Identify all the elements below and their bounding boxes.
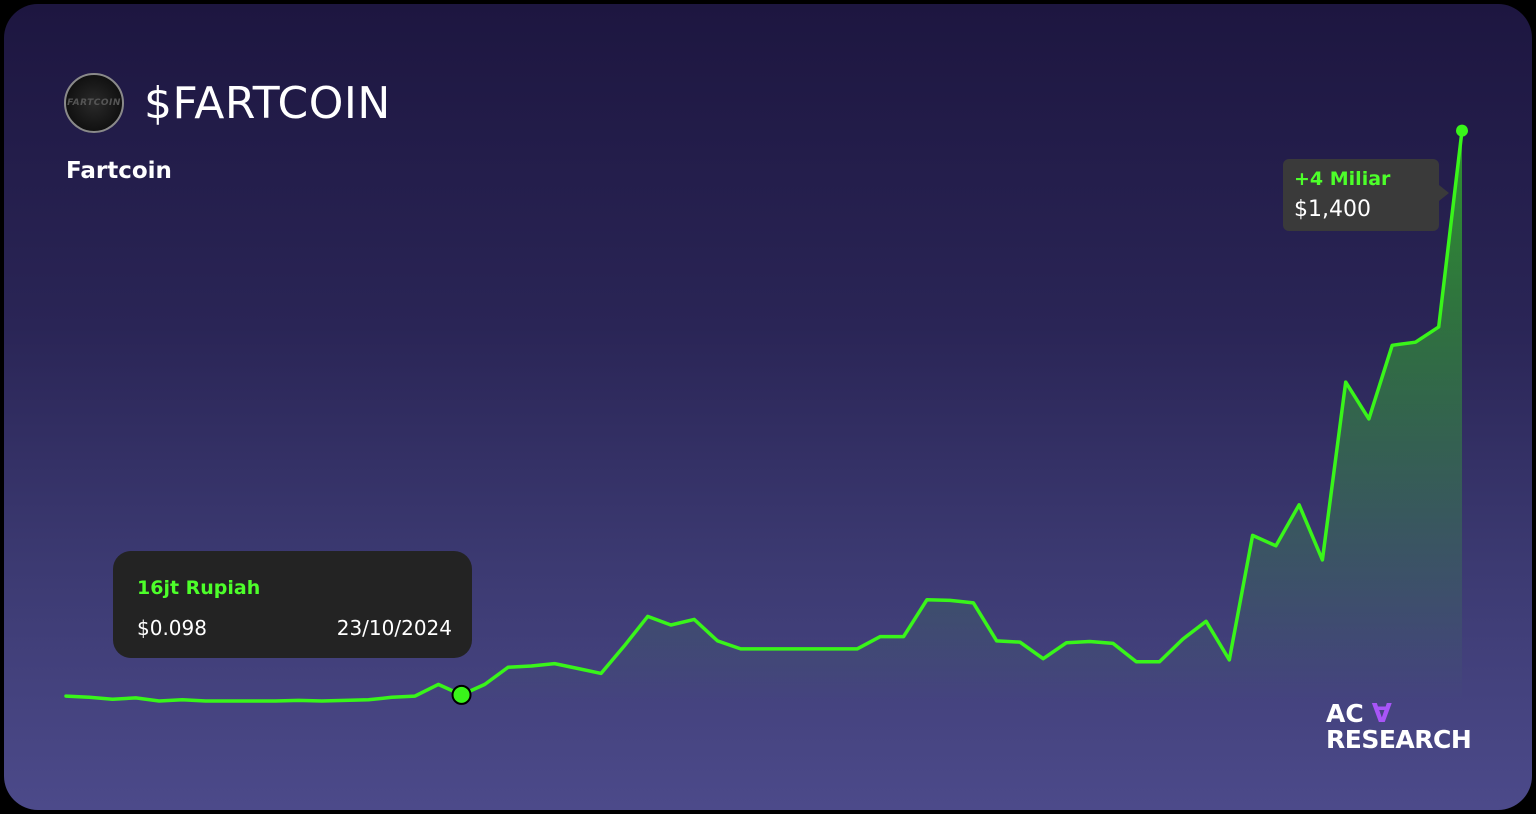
end-tooltip-price: $1,400 — [1294, 197, 1371, 222]
brand-line1: AC — [1326, 699, 1364, 728]
end-point-marker[interactable] — [1456, 124, 1468, 137]
price-area — [66, 130, 1462, 701]
price-chart — [64, 124, 1468, 705]
brand-line2: RESEARCH — [1326, 725, 1472, 754]
start-tooltip-date: 23/10/2024 — [336, 616, 452, 640]
fartcoin-logo: FARTCOIN — [64, 73, 124, 133]
end-tooltip: +4 Miliar $1,400 — [1283, 159, 1449, 231]
start-tooltip-price: $0.098 — [137, 616, 207, 640]
ac-research-logo: AC ∀ RESEARCH — [1326, 699, 1472, 754]
brand-mark-icon: ∀ — [1371, 699, 1392, 729]
start-tooltip: 16jt Rupiah $0.098 23/10/2024 — [113, 551, 472, 658]
chart-card: FARTCOIN $FARTCOIN Fartcoin 16jt Rupiah … — [4, 4, 1532, 810]
end-tooltip-label: +4 Miliar — [1294, 168, 1391, 190]
start-tooltip-label: 16jt Rupiah — [137, 577, 261, 599]
coin-name: Fartcoin — [66, 158, 172, 184]
ticker-title: $FARTCOIN — [144, 78, 391, 129]
start-point-marker[interactable] — [451, 684, 472, 705]
price-line — [64, 128, 1464, 703]
